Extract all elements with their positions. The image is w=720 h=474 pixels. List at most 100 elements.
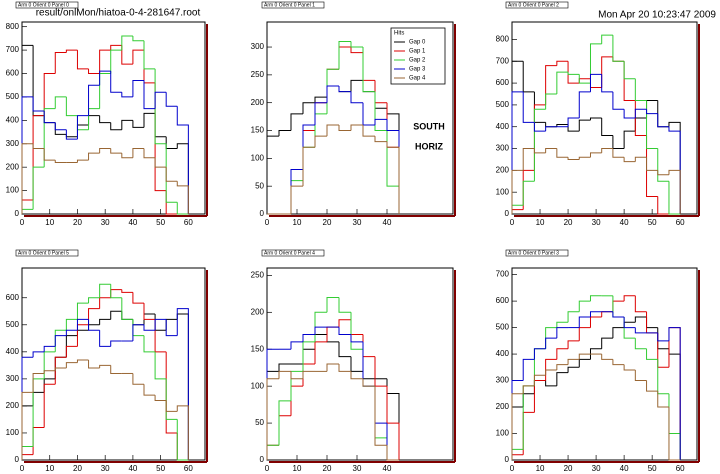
histogram-bin — [556, 321, 569, 328]
x-tick-label: 40 — [383, 218, 392, 227]
histogram-bin — [314, 96, 327, 103]
histogram-bin — [132, 373, 144, 385]
histogram-bin — [88, 68, 100, 75]
y-tick-label: 100 — [251, 153, 265, 162]
histogram-bin — [646, 348, 658, 360]
histogram-bin — [99, 115, 111, 124]
x-tick-label: 50 — [648, 464, 657, 473]
panel-title-box — [505, 1, 569, 9]
histogram-bin — [121, 289, 133, 293]
date: Mon Apr 20 10:23:47 2009 — [598, 10, 716, 21]
histogram-bin — [143, 148, 156, 159]
histogram-bin — [623, 157, 636, 163]
histogram-bin — [522, 91, 535, 123]
x-tick-label: 10 — [536, 218, 545, 227]
histogram-bin — [511, 169, 524, 214]
histogram-bin — [143, 303, 156, 320]
histogram-bin — [374, 136, 387, 143]
histogram-bin — [76, 50, 89, 70]
histogram-bin — [143, 335, 156, 353]
histogram-bin — [646, 135, 658, 198]
histogram-bin — [338, 327, 351, 335]
histogram-bin — [121, 45, 133, 65]
histogram-bin — [556, 60, 569, 66]
histogram-bin — [578, 91, 591, 118]
histogram-bin — [578, 358, 591, 368]
histogram-bin — [110, 122, 122, 131]
histogram-bin — [99, 330, 111, 347]
histogram-bin — [110, 148, 122, 154]
x-tick-label: 0 — [510, 218, 515, 227]
histogram-bin — [350, 371, 363, 380]
histogram-bin — [65, 49, 78, 53]
x-tick-label: 40 — [620, 218, 629, 227]
y-tick-label: 100 — [496, 429, 510, 438]
histogram-bin — [556, 327, 569, 339]
histogram-bin — [32, 143, 45, 149]
histogram-bin — [290, 371, 303, 380]
histogram-bin — [668, 169, 681, 214]
x-tick-label: 0 — [20, 218, 25, 227]
histogram-bin — [657, 196, 669, 215]
histogram-bin — [386, 445, 399, 461]
y-tick-label: 200 — [6, 401, 20, 410]
x-tick-label: 0 — [265, 218, 270, 227]
histogram-bin — [623, 364, 636, 371]
histogram-bin — [657, 148, 669, 182]
histogram-bin — [646, 157, 658, 171]
legend-label: Gap 0 — [409, 40, 426, 46]
histogram-bin — [32, 96, 45, 112]
histogram-bin — [121, 297, 133, 320]
histogram-bin — [556, 71, 569, 94]
histogram-bin — [132, 147, 144, 158]
histogram-bin — [350, 334, 363, 343]
y-tick-label: 700 — [6, 45, 20, 54]
histogram-bin — [374, 91, 387, 132]
histogram-bin — [522, 358, 535, 381]
histogram-bin — [362, 378, 375, 387]
y-tick-label: 600 — [6, 293, 20, 302]
x-tick-label: 0 — [265, 464, 270, 473]
histogram-bin — [545, 148, 557, 153]
y-tick-label: 150 — [251, 126, 265, 135]
histogram-bin — [522, 180, 535, 206]
histogram-bin — [533, 348, 546, 360]
histogram-bin — [556, 124, 569, 127]
histogram-bin — [43, 148, 56, 161]
histogram-bin — [567, 61, 580, 84]
histogram-bin — [76, 115, 89, 140]
histogram-bin — [121, 35, 133, 51]
histogram-bin — [657, 113, 669, 128]
histogram-bin — [623, 61, 636, 80]
x-tick-label: 60 — [676, 218, 685, 227]
histogram-bin — [668, 327, 681, 460]
histogram-bin — [350, 91, 363, 104]
histogram-bin — [612, 359, 625, 366]
histogram-bin — [612, 35, 625, 62]
x-tick-label: 20 — [73, 218, 82, 227]
y-tick-label: 300 — [6, 374, 20, 383]
histogram-bin — [634, 369, 647, 382]
histogram-bin — [154, 318, 167, 331]
histogram-bin — [143, 80, 156, 110]
histogram-bin — [110, 49, 122, 74]
histogram-bin — [76, 359, 89, 363]
histogram-bin — [326, 124, 339, 137]
y-tick-label: 0 — [15, 455, 20, 464]
y-tick-label: 0 — [260, 455, 265, 464]
histogram-bin — [54, 335, 67, 347]
histogram-bin — [350, 41, 363, 48]
y-tick-label: 500 — [496, 100, 510, 109]
histogram-bin — [121, 119, 133, 130]
histogram-bin — [567, 311, 580, 323]
x-tick-label: 60 — [184, 218, 193, 227]
histogram-bin — [32, 351, 45, 358]
x-tick-label: 10 — [45, 218, 54, 227]
histogram-bin — [634, 108, 647, 118]
histogram-bin — [76, 302, 89, 320]
histogram-bin — [143, 112, 156, 128]
y-tick-label: 500 — [496, 323, 510, 332]
histogram-bin — [567, 72, 580, 75]
histogram-bin — [165, 378, 178, 420]
histogram-bin — [601, 337, 613, 349]
